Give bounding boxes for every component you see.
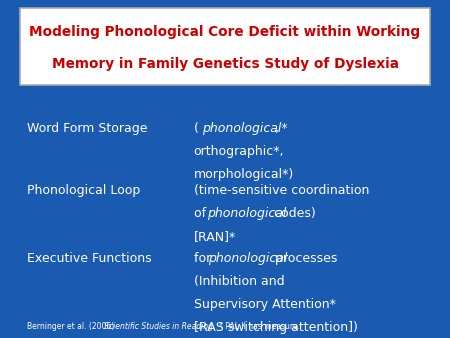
- Text: processes: processes: [271, 252, 338, 265]
- Text: Berninger et al. (2006): Berninger et al. (2006): [27, 321, 117, 331]
- Text: ,: ,: [274, 122, 279, 135]
- FancyBboxPatch shape: [20, 8, 430, 84]
- Text: Scientific Studies in Reading: Scientific Studies in Reading: [104, 321, 213, 331]
- Text: of: of: [194, 207, 210, 220]
- Text: Word Form Storage: Word Form Storage: [27, 122, 148, 135]
- Text: for: for: [194, 252, 215, 265]
- Text: Modeling Phonological Core Deficit within Working: Modeling Phonological Core Deficit withi…: [29, 25, 421, 39]
- Text: phonological: phonological: [207, 207, 286, 220]
- Text: Executive Functions: Executive Functions: [27, 252, 152, 265]
- Text: (: (: [194, 122, 198, 135]
- Text: [RAS switching attention]): [RAS switching attention]): [194, 321, 357, 334]
- Text: Phonological Loop: Phonological Loop: [27, 184, 140, 197]
- Text: [RAN]*: [RAN]*: [194, 230, 236, 243]
- Text: phonological: phonological: [208, 252, 288, 265]
- Text: (time-sensitive coordination: (time-sensitive coordination: [194, 184, 369, 197]
- Text: phonological*: phonological*: [202, 122, 288, 135]
- Text: * PAL II has measure.: * PAL II has measure.: [212, 321, 300, 331]
- Text: morphological*): morphological*): [194, 168, 294, 180]
- Text: Supervisory Attention*: Supervisory Attention*: [194, 298, 335, 311]
- Text: Memory in Family Genetics Study of Dyslexia: Memory in Family Genetics Study of Dysle…: [51, 57, 399, 71]
- Text: codes): codes): [270, 207, 316, 220]
- Text: orthographic*,: orthographic*,: [194, 145, 284, 158]
- Text: (Inhibition and: (Inhibition and: [194, 275, 284, 288]
